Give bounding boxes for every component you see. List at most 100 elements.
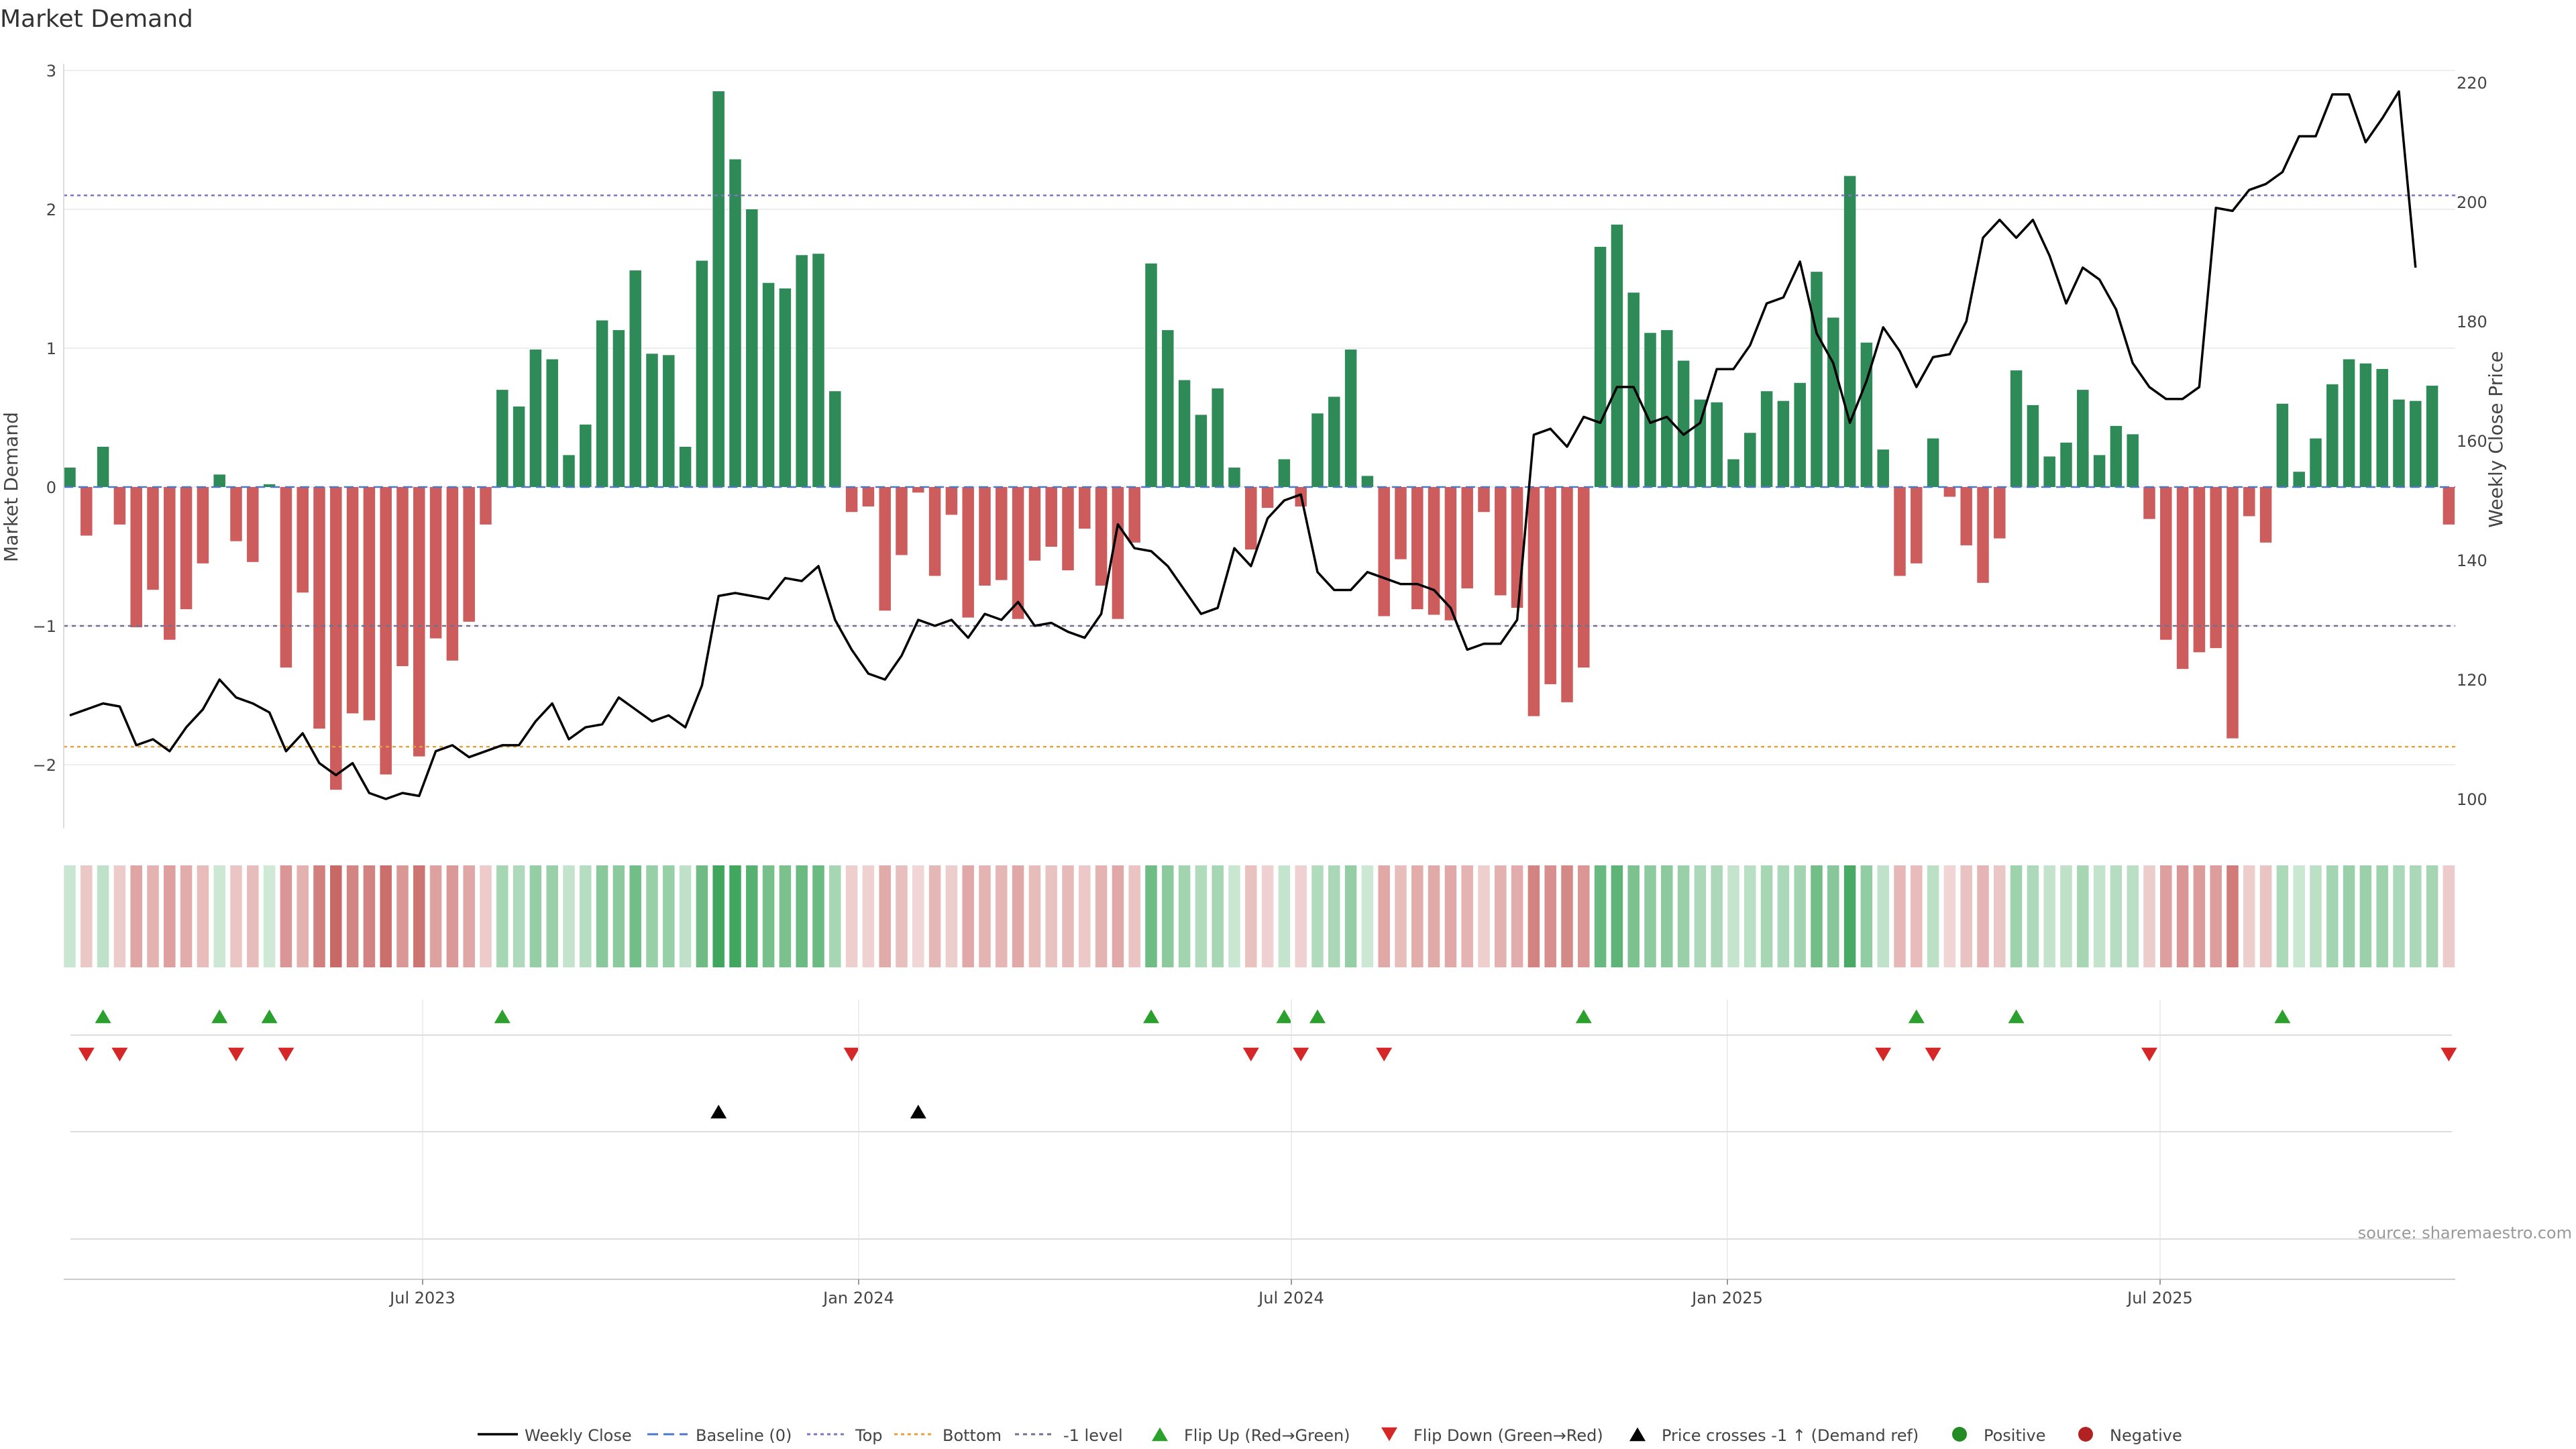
strip-cell [1411,865,1424,967]
demand-bar [446,487,459,661]
demand-bar [1511,487,1523,608]
demand-bar [1711,402,1723,487]
strip-cell [1495,865,1507,967]
strip-cell [779,865,792,967]
strip-cell [712,865,724,967]
strip-cell [346,865,359,967]
demand-bar [1744,433,1756,487]
demand-bar [496,390,508,487]
legend-swatch-flip-up [1152,1427,1168,1442]
legend-label: Price crosses -1 ↑ (Demand ref) [1662,1426,1919,1445]
x-tick-label: Jul 2024 [1257,1289,1324,1307]
strip-cell [197,865,209,967]
demand-bar [2127,434,2139,487]
demand-bar [1095,487,1108,586]
demand-bar [679,446,692,487]
strip-cell [2043,865,2055,967]
strip-cell [2010,865,2023,967]
demand-bar [80,487,93,536]
strip-cell [1843,865,1856,967]
demand-bar [1212,388,1224,487]
demand-bar [1644,333,1656,487]
strip-cell [1943,865,1956,967]
source-note: source: sharemaestro.com [2358,1224,2572,1242]
demand-bar [247,487,259,562]
strip-cell [2310,865,2322,967]
y2-tick-label: 120 [2457,671,2487,690]
y-tick-label: 0 [46,478,56,497]
strip-cell [1045,865,1057,967]
x-tick-label: Jan 2024 [822,1289,894,1307]
strip-cell [147,865,159,967]
strip-cell [113,865,126,967]
strip-cell [2293,865,2305,967]
demand-bar [596,320,608,487]
strip-cell [1594,865,1607,967]
strip-cell [213,865,225,967]
demand-bar [729,159,741,488]
chart-title: Market Demand [0,5,193,33]
strip-cell [297,865,309,967]
flip-up-marker [1276,1009,1293,1024]
strip-cell [2077,865,2089,967]
demand-bar [363,487,376,720]
strip-cell [2226,865,2239,967]
strip-cell [1461,865,1473,967]
strip-cell [1611,865,1623,967]
strip-cell [1478,865,1490,967]
strip-cell [230,865,242,967]
demand-bar [1943,487,1956,497]
demand-bar [529,350,542,487]
demand-bar [1877,449,1889,487]
strip-cell [1527,865,1540,967]
demand-bar [2276,403,2289,487]
demand-bar [979,487,991,586]
legend-label: Flip Down (Green→Red) [1413,1426,1603,1445]
demand-bar [945,487,958,515]
demand-bar [812,254,824,487]
flip-up-marker [2274,1009,2291,1024]
demand-bar [1495,487,1507,596]
demand-bar [1311,413,1324,487]
strip-cell [80,865,93,967]
demand-bar [130,487,142,628]
legend-swatch-negative [2078,1427,2093,1442]
strip-cell [2426,865,2438,967]
strip-cell [164,865,176,967]
strip-cell [1195,865,1208,967]
strip-cell [646,865,658,967]
demand-bar [1694,399,1707,487]
demand-bar [1062,487,1074,571]
legend-label: Positive [1984,1426,2046,1445]
price-cross-marker [910,1104,926,1119]
flip-down-marker [78,1047,95,1062]
flip-down-marker [1242,1047,1259,1062]
strip-cell [1361,865,1374,967]
demand-bar [2077,390,2089,487]
demand-bar [213,474,225,487]
demand-bar [1195,415,1208,487]
strip-cell [313,865,325,967]
x-axis: Jul 2023 Jan 2024 Jul 2024 Jan 2025 Jul 2025 [64,1000,2455,1307]
demand-bar [1045,487,1057,547]
strip-cell [2410,865,2422,967]
flip-down-marker [1925,1047,1941,1062]
strip-cell [446,865,459,967]
weekly-close-line [69,90,2417,800]
flip-down-marker [843,1047,860,1062]
demand-bar [2410,400,2422,487]
legend-swatch-price-cross [1629,1427,1646,1442]
y-tick-label: −1 [33,617,56,636]
demand-bar [330,487,342,790]
demand-bar [646,354,658,487]
demand-bar [1278,459,1291,487]
strip-cell [2243,865,2255,967]
demand-bar [563,455,575,487]
strip-cell [1328,865,1340,967]
demand-bar [962,487,974,618]
strip-cell [1760,865,1773,967]
demand-bar [396,487,409,667]
strip-cell [2376,865,2388,967]
demand-bar [2293,472,2305,487]
